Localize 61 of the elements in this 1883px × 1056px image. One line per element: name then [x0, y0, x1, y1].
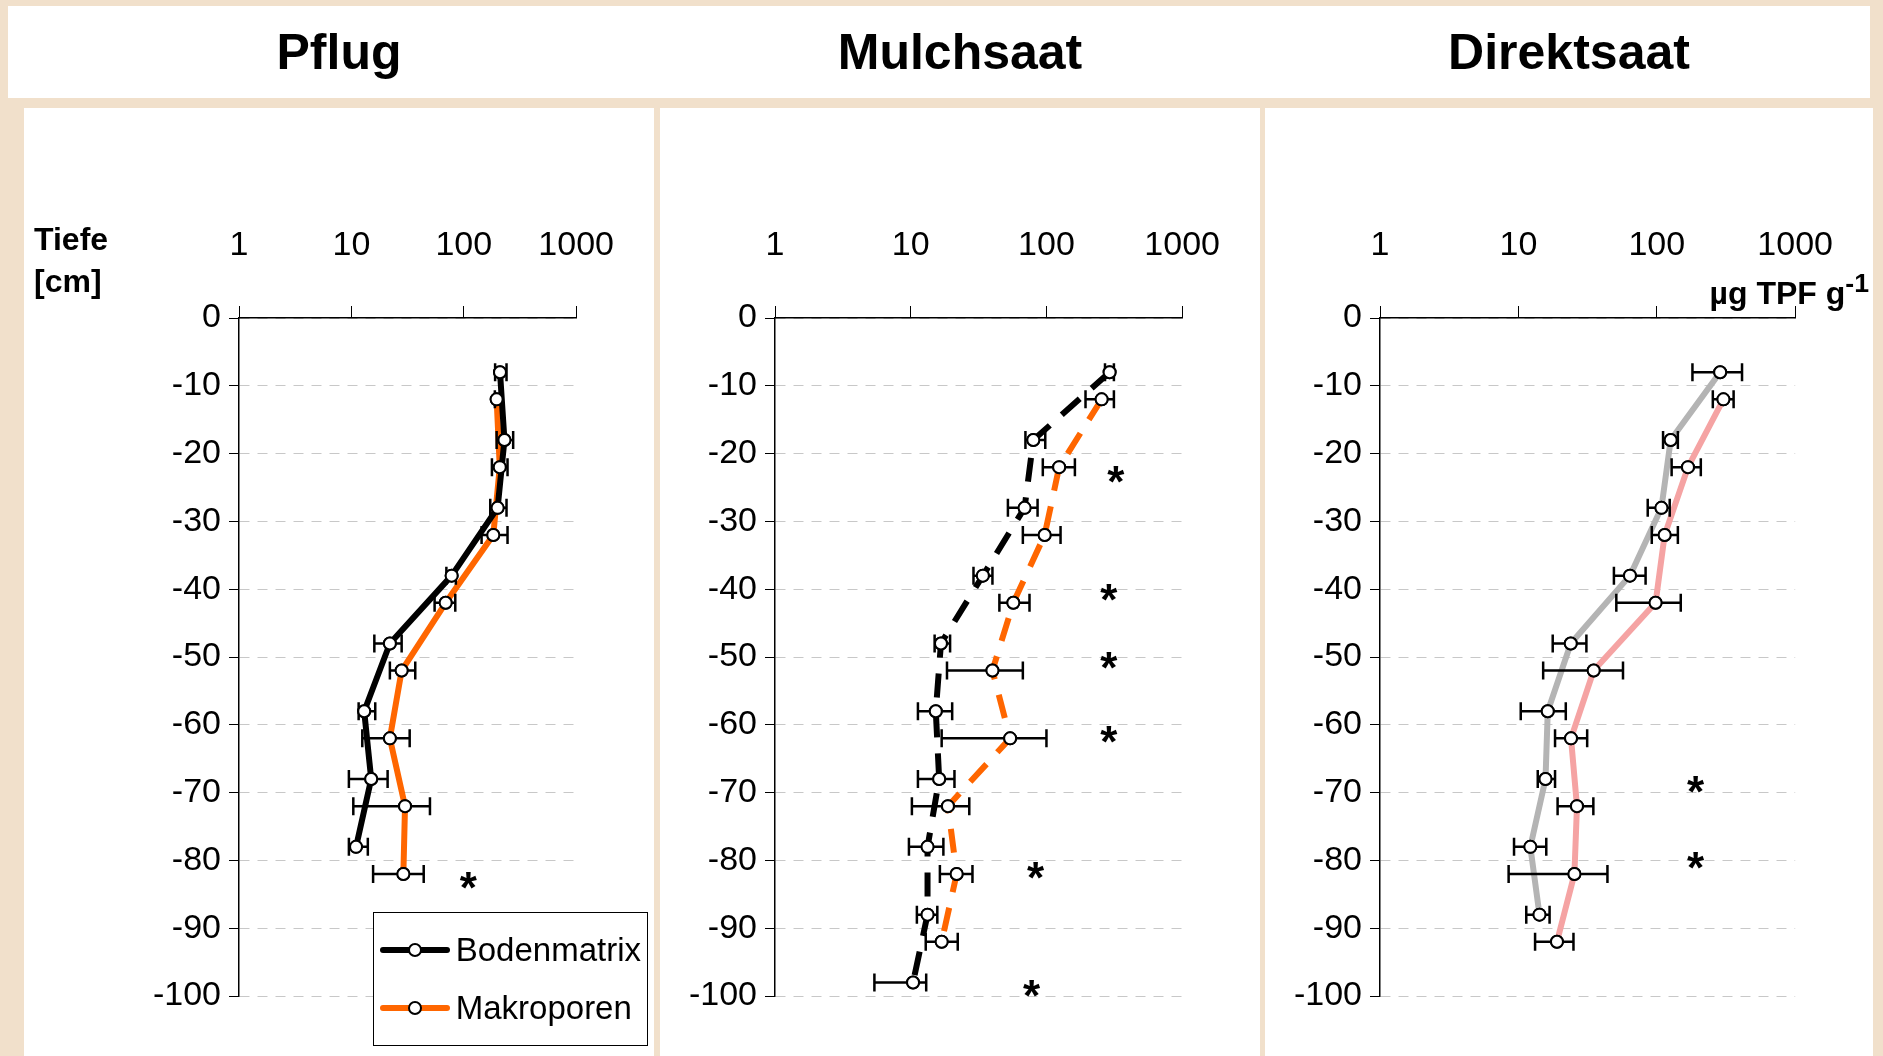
- y-tick-label: -50: [171, 635, 221, 674]
- y-tick-label: -50: [707, 635, 757, 674]
- x-tick-label: 10: [332, 223, 371, 262]
- x-tick-label: 100: [1018, 223, 1075, 262]
- y-tick-label: -30: [171, 499, 221, 538]
- legend-label: Makroporen: [455, 989, 632, 1027]
- x-axis-title: µg TPF g$^{-1}$: [1709, 268, 1869, 312]
- chart-title: Mulchsaat: [836, 23, 1084, 82]
- y-tick-label: -60: [707, 703, 757, 742]
- annotation: *: [1100, 642, 1119, 692]
- y-tick-label: -50: [1312, 635, 1362, 674]
- y-tick-label: 0: [1343, 296, 1362, 335]
- y-tick-label: -100: [152, 974, 221, 1013]
- y-tick-label: -80: [707, 838, 757, 877]
- y-tick-label: -70: [171, 770, 221, 809]
- chart-title: Direktsaat: [1447, 23, 1691, 82]
- annotation: *: [1100, 574, 1119, 624]
- x-tick-label: 1: [1370, 223, 1390, 262]
- y-tick-label: -10: [1312, 364, 1362, 403]
- x-tick-label: 1000: [1757, 223, 1833, 262]
- y-tick-label: -30: [707, 499, 757, 538]
- x-tick-label: 1000: [538, 223, 614, 262]
- x-tick-label: 1: [229, 223, 249, 262]
- annotation: *: [1107, 456, 1126, 506]
- y-tick-label: -40: [1312, 567, 1362, 606]
- y-tick-label: -60: [171, 703, 221, 742]
- y-tick-label: -40: [171, 567, 221, 606]
- y-tick-label: -70: [707, 770, 757, 809]
- x-tick-label: 10: [1499, 223, 1538, 262]
- y-tick-label: 0: [202, 296, 221, 335]
- annotation: *: [1027, 853, 1046, 903]
- y-tick-label: -20: [1312, 431, 1362, 470]
- y-tick-label: -60: [1312, 703, 1362, 742]
- x-tick-label: 1000: [1144, 223, 1220, 262]
- annotation: *: [459, 862, 478, 912]
- y-tick-label: -80: [1312, 838, 1362, 877]
- y-axis-title: Tiefe [cm]: [34, 220, 110, 301]
- x-tick-label: 100: [1628, 223, 1686, 262]
- x-tick-label: 10: [891, 223, 930, 262]
- y-tick-label: -100: [688, 974, 757, 1013]
- y-tick-label: -10: [171, 364, 221, 403]
- y-tick-label: -90: [707, 906, 757, 945]
- y-tick-label: -90: [1312, 906, 1362, 945]
- y-tick-label: -100: [1293, 974, 1362, 1013]
- y-tick-label: -80: [171, 838, 221, 877]
- y-tick-label: -20: [707, 431, 757, 470]
- annotation: *: [1022, 971, 1041, 1021]
- annotation: *: [1686, 766, 1705, 816]
- x-tick-label: 100: [435, 223, 493, 262]
- annotation: *: [1100, 717, 1119, 767]
- y-tick-label: -30: [1312, 499, 1362, 538]
- chart-title: Pflug: [275, 23, 403, 82]
- y-tick-label: -10: [707, 364, 757, 403]
- y-tick-label: -40: [707, 567, 757, 606]
- y-tick-label: -90: [171, 906, 221, 945]
- annotation: *: [1686, 842, 1705, 892]
- y-tick-label: -70: [1312, 770, 1362, 809]
- legend-label: Bodenmatrix: [455, 931, 641, 969]
- y-tick-label: 0: [738, 296, 757, 335]
- x-tick-label: 1: [765, 223, 785, 262]
- y-tick-label: -20: [171, 431, 221, 470]
